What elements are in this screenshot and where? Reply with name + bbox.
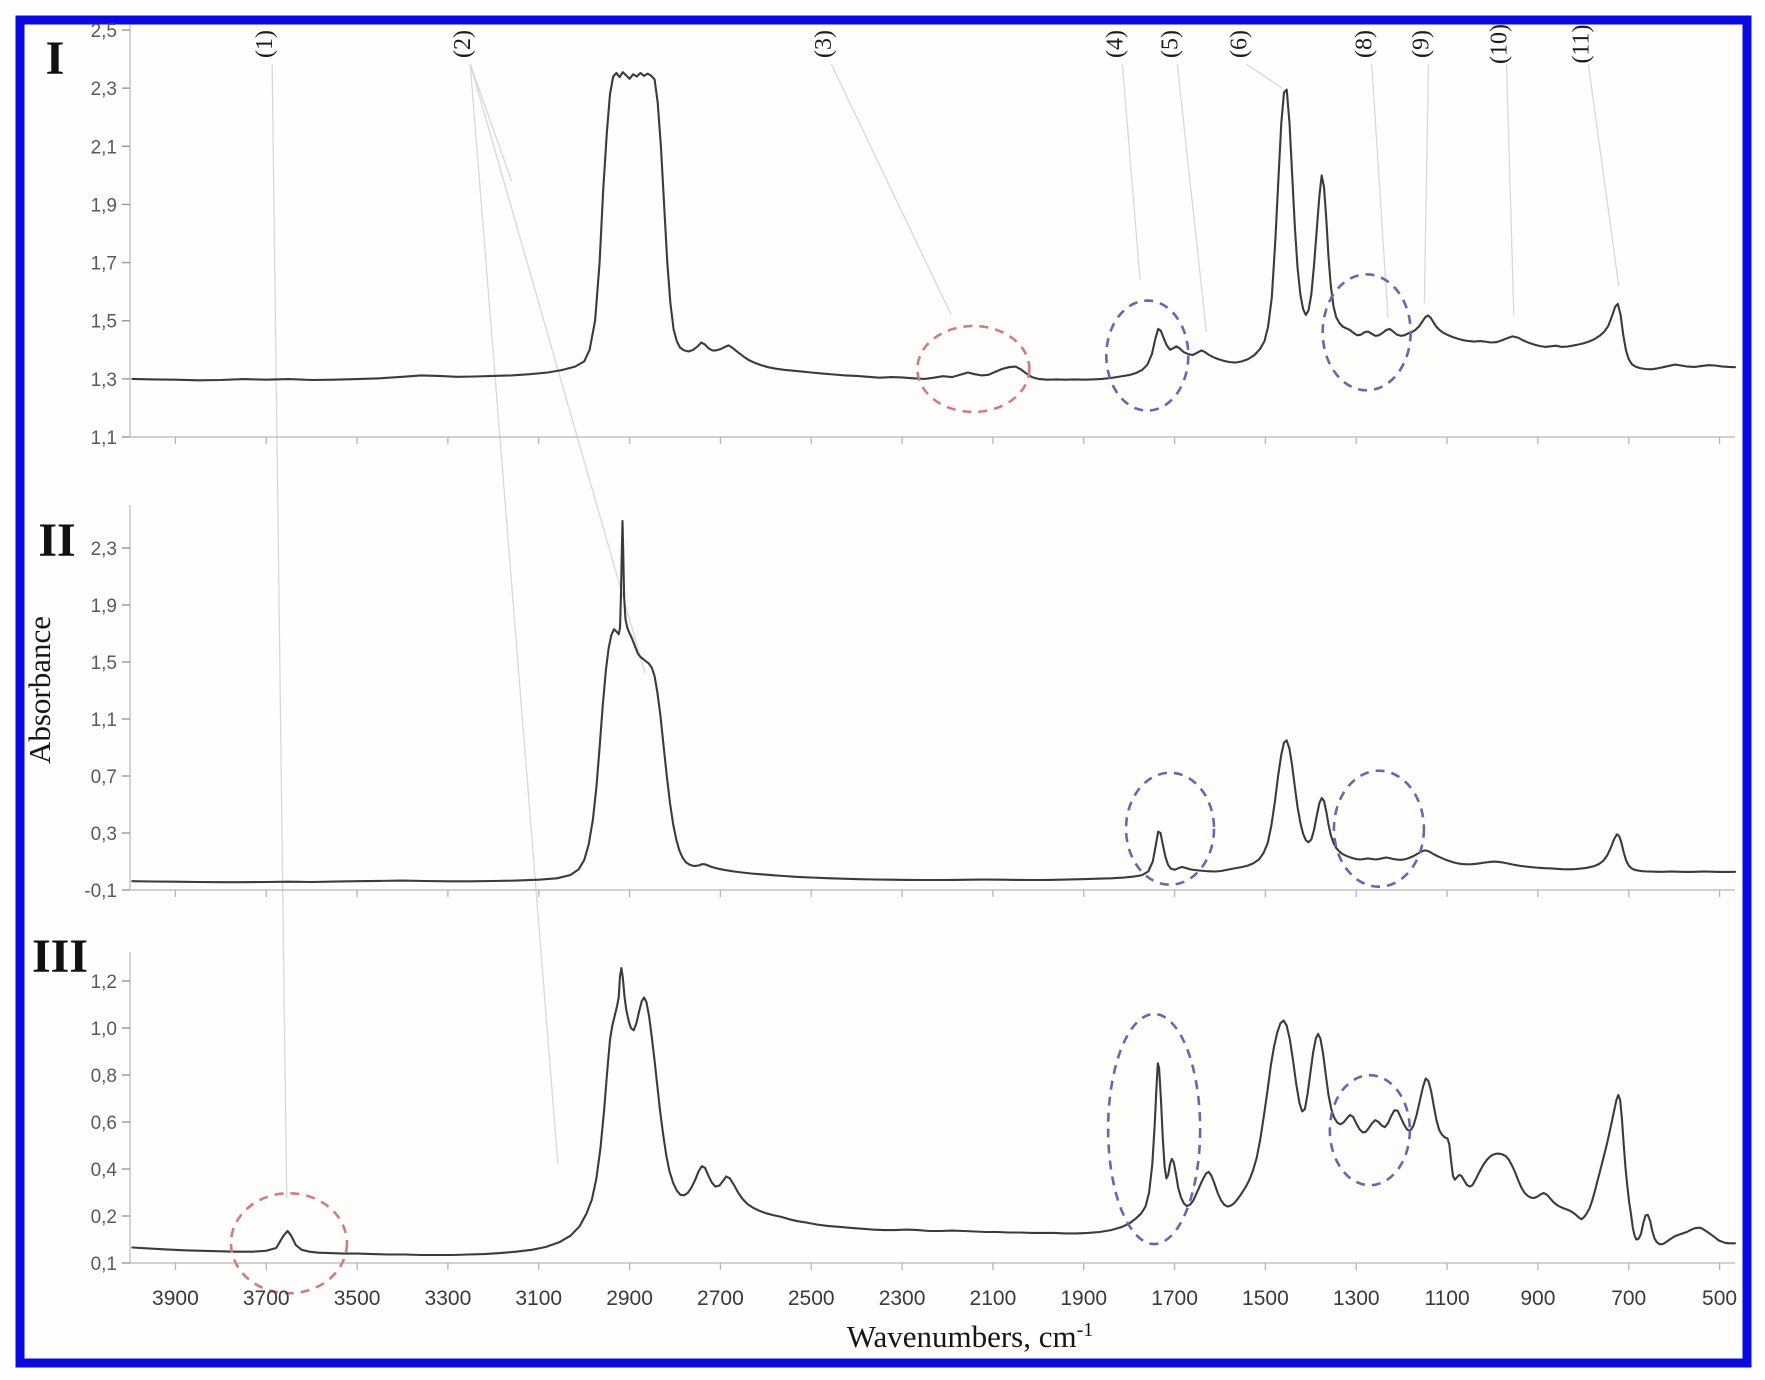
y-tick-label-II: 1,5: [91, 653, 117, 674]
highlight-ellipse-blue-II: [1124, 771, 1216, 887]
highlight-ellipse-blue-I: [1321, 273, 1412, 392]
x-tick-label: 2100: [970, 1287, 1017, 1310]
annotation-label-(8): (8): [1352, 30, 1378, 58]
y-tick-label-II: 1,1: [91, 710, 117, 731]
annotation-label-(9): (9): [1408, 30, 1434, 58]
y-tick-label-I: 1,7: [91, 254, 117, 275]
annotation-leader-line-(9): [1423, 63, 1430, 304]
x-tick-label: 2500: [788, 1287, 835, 1310]
panel-label-III: III: [32, 930, 88, 983]
x-axis-title: Wavenumbers, cm-1: [847, 1319, 1094, 1354]
y-tick-label-II: 1,9: [91, 596, 117, 617]
y-tick-label-II: 2,3: [91, 539, 117, 560]
y-tick-label-II: 0,7: [91, 767, 117, 788]
x-tick-label: 700: [1611, 1287, 1646, 1310]
y-tick-label-I: 1,3: [91, 370, 117, 391]
y-tick-label-III: 1,0: [91, 1019, 117, 1040]
annotation-label-(3): (3): [811, 30, 837, 58]
y-tick-label-III: 0,6: [91, 1113, 117, 1134]
x-tick-label: 3300: [425, 1287, 472, 1310]
panel-label-II: II: [38, 514, 75, 567]
x-tick-label: 3100: [515, 1287, 562, 1310]
y-tick-label-I: 1,5: [91, 312, 117, 333]
annotation-leader-line-(2): [469, 63, 559, 1164]
x-tick-label: 1100: [1424, 1287, 1469, 1310]
spectrum-curve-I: [131, 71, 1737, 382]
annotation-leader-line-(4): [1121, 63, 1141, 280]
y-tick-label-III: 0,2: [91, 1207, 117, 1228]
annotation-leader-line-(6): [1245, 63, 1283, 89]
annotation-leader-line-(10): [1505, 63, 1515, 315]
y-tick-label-I: 2,5: [91, 21, 117, 42]
x-tick-label: 3500: [334, 1287, 381, 1310]
y-tick-label-III: 0,1: [91, 1254, 117, 1275]
highlight-ellipse-red-I: [916, 324, 1031, 414]
y-tick-label-I: 1,1: [91, 428, 117, 449]
x-tick-label: 2300: [879, 1287, 926, 1310]
highlight-ellipse-blue-I: [1105, 299, 1190, 412]
y-tick-label-III: 0,4: [91, 1160, 118, 1181]
annotation-label-(10): (10): [1487, 24, 1513, 64]
highlight-ellipse-blue-III: [1106, 1012, 1202, 1246]
x-tick-label: 3700: [243, 1287, 290, 1310]
highlight-ellipse-blue-II: [1332, 769, 1426, 889]
annotation-label-(6): (6): [1226, 30, 1252, 58]
x-tick-label: 1300: [1333, 1287, 1380, 1310]
annotation-label-(4): (4): [1102, 30, 1128, 58]
y-tick-label-III: 0,8: [91, 1066, 117, 1087]
spectrum-curve-III: [131, 967, 1737, 1257]
y-tick-label-I: 2,1: [91, 137, 117, 158]
panel-label-I: I: [46, 32, 65, 85]
x-tick-label: 3900: [152, 1287, 199, 1310]
x-tick-label: 900: [1520, 1287, 1555, 1310]
annotation-leader-line-(11): [1587, 63, 1620, 286]
x-tick-label: 2900: [606, 1287, 653, 1310]
y-tick-label-I: 2,3: [91, 79, 117, 100]
y-tick-label-III: 1,2: [91, 972, 117, 993]
y-tick-label-II: -0,1: [84, 881, 117, 902]
highlight-ellipse-blue-III: [1328, 1073, 1412, 1187]
y-axis-title: Absorbance: [22, 616, 57, 764]
blue-frame: [15, 15, 1752, 1368]
annotation-label-(11): (11): [1568, 24, 1594, 63]
x-tick-label: 1500: [1242, 1287, 1289, 1310]
annotation-label-(5): (5): [1157, 30, 1183, 58]
annotation-leader-line-(8): [1371, 63, 1389, 318]
annotation-leader-line-(3): [830, 63, 952, 315]
y-tick-label-I: 1,9: [91, 195, 117, 216]
spectrum-curve-II: [131, 519, 1737, 884]
annotation-leader-line-(1): [271, 63, 288, 1199]
y-tick-label-II: 0,3: [91, 824, 117, 845]
annotation-leader-line-(5): [1176, 63, 1208, 333]
annotation-leader-line-(2): [469, 63, 646, 674]
annotation-label-(2): (2): [450, 30, 476, 58]
highlight-ellipse-red-III: [229, 1191, 349, 1295]
annotation-label-(1): (1): [252, 30, 278, 58]
x-tick-label: 500: [1702, 1287, 1737, 1310]
x-tick-label: 1700: [1151, 1287, 1198, 1310]
x-tick-label: 1900: [1060, 1287, 1107, 1310]
x-tick-label: 2700: [697, 1287, 744, 1310]
annotation-leader-line-(2): [469, 63, 513, 182]
